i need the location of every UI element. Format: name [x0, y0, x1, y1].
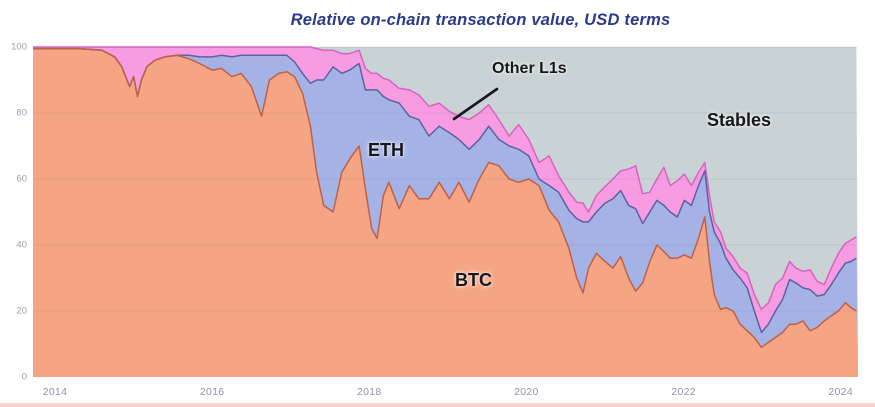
x-tick-label: 2024: [828, 386, 853, 398]
next-chart-edge: [0, 403, 875, 407]
area-btc: [33, 48, 858, 377]
y-tick-label: 100: [11, 41, 27, 53]
annotation-btc: BTC: [455, 270, 492, 290]
y-tick-label: 40: [16, 239, 27, 251]
edge-other-l1s: [33, 46, 857, 311]
y-tick-label: 60: [16, 173, 27, 185]
x-tick-label: 2014: [42, 386, 68, 398]
edge-btc: [33, 47, 857, 349]
x-tick-label: 2020: [514, 386, 539, 398]
y-tick-label: 20: [16, 305, 27, 317]
y-tick-label: 80: [16, 107, 27, 119]
annotation-other-l1s: Other L1s: [492, 60, 567, 77]
annotation-stables: Stables: [707, 110, 772, 130]
edge-eth: [33, 47, 857, 334]
chart-title: Relative on-chain transaction value, USD…: [290, 11, 671, 29]
x-tick-label: 2022: [671, 386, 696, 398]
annotation-eth: ETH: [368, 140, 404, 160]
y-tick-label: 0: [21, 371, 27, 383]
x-tick-label: 2016: [199, 386, 225, 398]
x-tick-label: 2018: [357, 386, 382, 398]
